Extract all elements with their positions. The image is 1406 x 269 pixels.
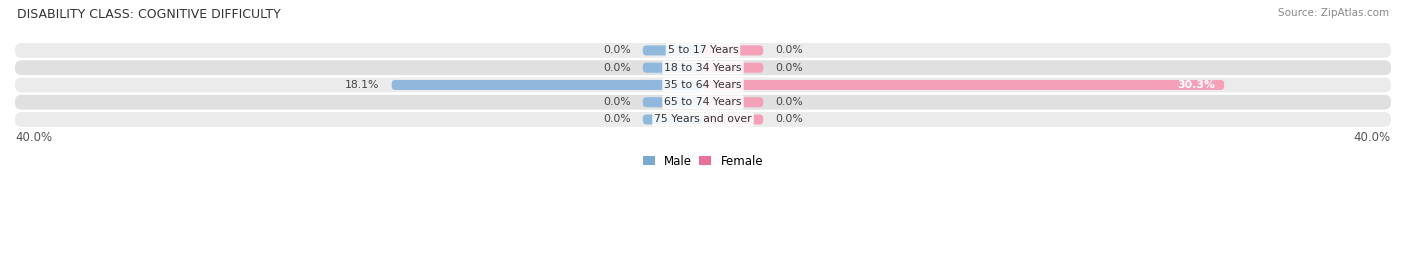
Text: 35 to 64 Years: 35 to 64 Years bbox=[664, 80, 742, 90]
Text: 0.0%: 0.0% bbox=[603, 114, 631, 125]
Text: 0.0%: 0.0% bbox=[775, 97, 803, 107]
Legend: Male, Female: Male, Female bbox=[638, 150, 768, 172]
FancyBboxPatch shape bbox=[703, 45, 763, 55]
Text: 0.0%: 0.0% bbox=[603, 45, 631, 55]
Text: 65 to 74 Years: 65 to 74 Years bbox=[664, 97, 742, 107]
FancyBboxPatch shape bbox=[703, 63, 763, 73]
Text: 18.1%: 18.1% bbox=[346, 80, 380, 90]
Text: DISABILITY CLASS: COGNITIVE DIFFICULTY: DISABILITY CLASS: COGNITIVE DIFFICULTY bbox=[17, 8, 281, 21]
Text: 30.3%: 30.3% bbox=[1178, 80, 1216, 90]
Text: 0.0%: 0.0% bbox=[775, 63, 803, 73]
FancyBboxPatch shape bbox=[703, 114, 763, 125]
Text: 5 to 17 Years: 5 to 17 Years bbox=[668, 45, 738, 55]
FancyBboxPatch shape bbox=[703, 97, 763, 107]
FancyBboxPatch shape bbox=[643, 63, 703, 73]
Text: Source: ZipAtlas.com: Source: ZipAtlas.com bbox=[1278, 8, 1389, 18]
FancyBboxPatch shape bbox=[15, 77, 1391, 92]
Text: 0.0%: 0.0% bbox=[603, 63, 631, 73]
FancyBboxPatch shape bbox=[643, 97, 703, 107]
FancyBboxPatch shape bbox=[643, 45, 703, 55]
FancyBboxPatch shape bbox=[703, 80, 1225, 90]
Text: 18 to 34 Years: 18 to 34 Years bbox=[664, 63, 742, 73]
FancyBboxPatch shape bbox=[643, 114, 703, 125]
Text: 0.0%: 0.0% bbox=[775, 114, 803, 125]
FancyBboxPatch shape bbox=[15, 60, 1391, 75]
FancyBboxPatch shape bbox=[392, 80, 703, 90]
Text: 40.0%: 40.0% bbox=[1354, 131, 1391, 144]
FancyBboxPatch shape bbox=[15, 112, 1391, 127]
FancyBboxPatch shape bbox=[15, 95, 1391, 110]
Text: 0.0%: 0.0% bbox=[775, 45, 803, 55]
Text: 75 Years and over: 75 Years and over bbox=[654, 114, 752, 125]
Text: 40.0%: 40.0% bbox=[15, 131, 52, 144]
FancyBboxPatch shape bbox=[15, 43, 1391, 58]
Text: 0.0%: 0.0% bbox=[603, 97, 631, 107]
